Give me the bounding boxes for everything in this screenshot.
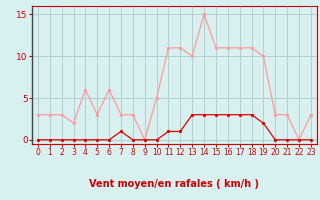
X-axis label: Vent moyen/en rafales ( km/h ): Vent moyen/en rafales ( km/h ) <box>89 179 260 189</box>
